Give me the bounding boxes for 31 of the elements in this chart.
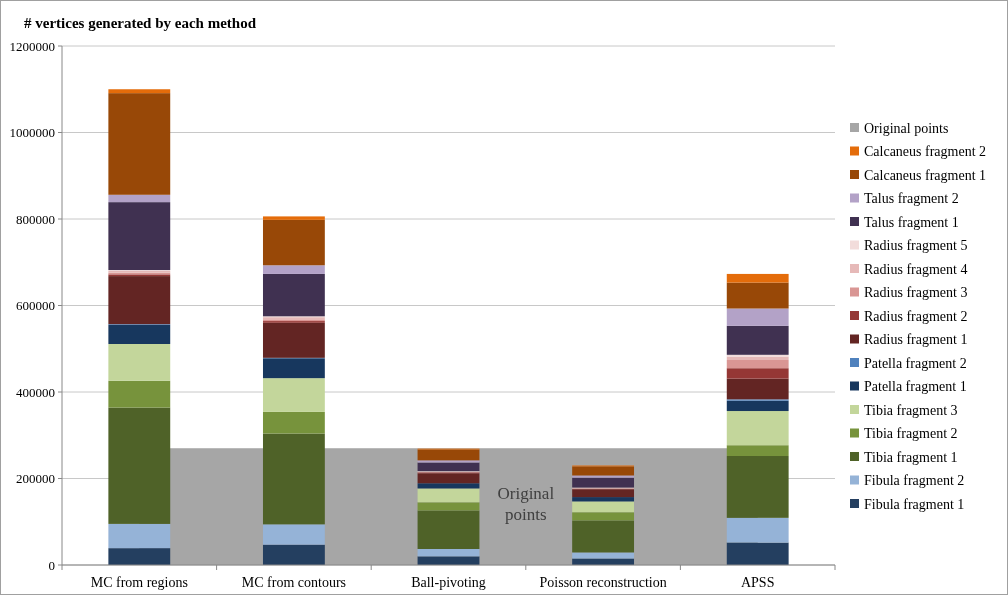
text: Original points	[864, 120, 949, 136]
band-label: Original points	[497, 483, 555, 524]
legend-label: Fibula fragment 1	[864, 496, 965, 512]
legend-label: Tibia fragment 2	[864, 426, 958, 442]
x-tick-label: APSS	[740, 575, 775, 590]
x-tick-label: Poisson reconstruction	[539, 575, 667, 590]
y-tick-label: 0	[48, 557, 55, 573]
y-tick-label: 800000	[16, 211, 55, 227]
x-tick-label: Ball-pivoting	[411, 575, 486, 590]
legend-label: Tibia fragment 3	[864, 402, 958, 418]
legend-label: Radius fragment 4	[864, 261, 968, 277]
x-tick-label: MC from regions	[90, 575, 188, 590]
legend-label: Calcaneus fragment 2	[864, 144, 987, 160]
legend-label: Radius fragment 3	[864, 285, 968, 301]
legend-label: Talus fragment 1	[864, 214, 959, 230]
chart-title: # vertices generated by each method	[24, 15, 257, 31]
y-tick-label: 400000	[16, 384, 55, 400]
legend-label: Tibia fragment 1	[864, 449, 958, 465]
legend-label: Fibula fragment 2	[864, 473, 965, 489]
legend-label: Radius fragment 1	[864, 332, 968, 348]
x-tick-label: MC from contours	[241, 575, 347, 590]
legend-label: Calcaneus fragment 1	[864, 167, 987, 183]
legend-label: Patella fragment 1	[864, 379, 967, 395]
legend-label: Talus fragment 2	[864, 191, 959, 207]
legend-label: Patella fragment 2	[864, 355, 967, 371]
legend-label: Radius fragment 2	[864, 308, 968, 324]
y-tick-label: 600000	[16, 298, 55, 314]
y-tick-label: 200000	[16, 471, 55, 487]
y-tick-label: 1000000	[9, 125, 55, 141]
y-tick-label: 1200000	[9, 38, 55, 54]
legend-label: Radius fragment 5	[864, 238, 968, 254]
